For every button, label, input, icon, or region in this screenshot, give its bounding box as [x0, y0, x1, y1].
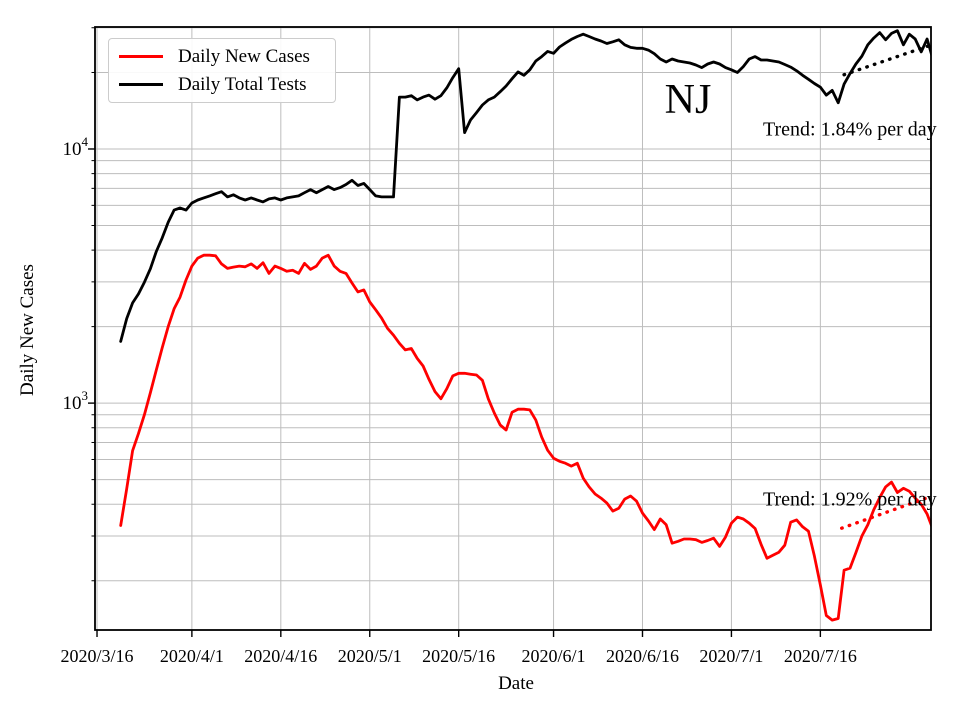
- x-tick-label: 2020/6/16: [606, 646, 679, 666]
- legend-entry-daily-new-cases: Daily New Cases: [109, 47, 335, 66]
- series-line-daily-new-cases: [119, 253, 931, 622]
- x-tick-label: 2020/5/1: [338, 646, 402, 666]
- cases-trend-dotted-line: [840, 495, 932, 530]
- red-line-swatch-icon: [119, 55, 163, 59]
- x-tick-label: 2020/4/1: [160, 646, 224, 666]
- x-tick-label: 2020/7/16: [784, 646, 857, 666]
- x-tick-label: 2020/4/16: [244, 646, 317, 666]
- y-tick-label: 104: [63, 134, 89, 160]
- legend-entry-daily-total-tests: Daily Total Tests: [109, 75, 335, 94]
- series-line-daily-total-tests: [119, 29, 931, 343]
- legend: Daily New Cases Daily Total Tests: [108, 38, 336, 103]
- x-tick-label: 2020/3/16: [61, 646, 134, 666]
- tests-trend-annotation: Trend: 1.84% per day: [763, 118, 937, 141]
- y-tick-label: 103: [63, 388, 89, 414]
- tests-trend-dotted-line: [842, 42, 935, 77]
- x-tick-label: 2020/6/1: [522, 646, 586, 666]
- x-tick-label: 2020/5/16: [422, 646, 495, 666]
- x-axis-label: Date: [498, 673, 534, 694]
- x-tick-label: 2020/7/1: [699, 646, 763, 666]
- cases-trend-annotation: Trend: 1.92% per day: [763, 488, 937, 511]
- black-line-swatch-icon: [119, 82, 163, 86]
- legend-label: Daily Total Tests: [178, 73, 307, 95]
- y-axis-label: Daily New Cases: [17, 264, 38, 396]
- legend-label: Daily New Cases: [178, 46, 310, 68]
- state-annotation: NJ: [664, 77, 712, 123]
- axes-frame: [94, 26, 932, 631]
